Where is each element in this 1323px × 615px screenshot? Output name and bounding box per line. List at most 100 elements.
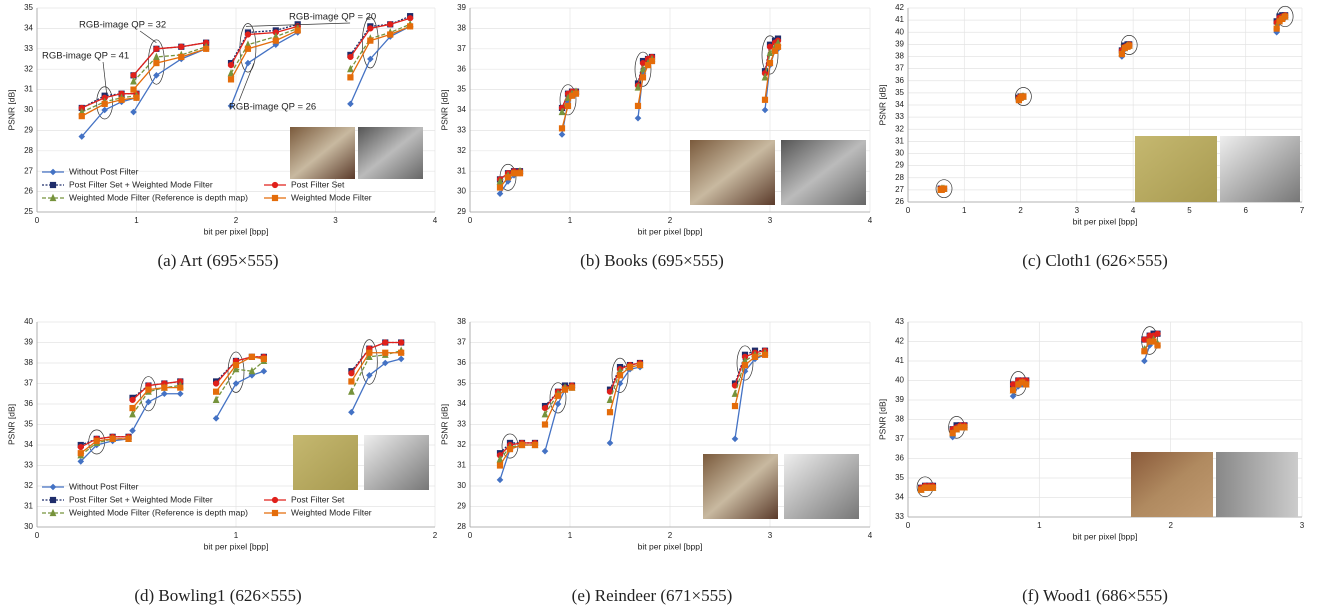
x-tick-label: 0 [906, 206, 911, 215]
marker [639, 74, 647, 81]
y-tick-label: 40 [24, 317, 33, 326]
legend-label: Weighted Mode Filter (Reference is depth… [69, 507, 248, 517]
y-tick-label: 35 [895, 88, 904, 97]
x-tick-label: 2 [234, 216, 239, 225]
legend-marker [271, 181, 279, 189]
marker [381, 359, 389, 367]
highlight-ellipse [761, 35, 779, 75]
x-tick-label: 0 [35, 216, 40, 225]
y-tick-label: 29 [895, 161, 904, 170]
y-tick-label: 41 [895, 356, 904, 365]
legend-marker [49, 483, 57, 491]
y-tick-label: 34 [457, 105, 466, 114]
marker [227, 76, 235, 83]
marker [272, 37, 279, 44]
y-tick-label: 31 [24, 502, 33, 511]
y-tick-label: 34 [895, 100, 904, 109]
chart-panel: 30 31 32 33 34 35 36 37 38 39 40 0 1 2 bit per pixel [… [6, 317, 438, 605]
marker [766, 59, 774, 67]
inset-image [364, 435, 429, 490]
series-line [81, 17, 411, 109]
marker [227, 68, 235, 77]
marker [348, 408, 355, 416]
y-tick-label: 38 [895, 415, 904, 424]
y-axis-label: PSNR [dB] [439, 404, 449, 445]
series-line [81, 25, 411, 137]
marker [398, 339, 405, 346]
marker [272, 41, 280, 49]
marker [109, 435, 116, 442]
marker [153, 52, 160, 61]
y-tick-label: 38 [24, 358, 33, 367]
marker [232, 364, 240, 373]
x-tick-label: 2 [1168, 521, 1173, 530]
y-tick-label: 33 [24, 44, 33, 53]
marker [227, 102, 235, 110]
y-tick-label: 35 [895, 473, 904, 482]
y-tick-label: 29 [457, 207, 466, 216]
x-tick-label: 5 [1187, 206, 1192, 215]
marker [93, 437, 100, 444]
marker [145, 386, 152, 393]
annotation: RGB-image QP = 32 [79, 20, 166, 31]
y-tick-label: 41 [895, 15, 904, 24]
highlight-ellipse [148, 39, 165, 85]
highlight-ellipse [559, 84, 577, 116]
marker [751, 353, 759, 360]
marker [634, 102, 642, 110]
y-tick-label: 30 [457, 481, 466, 490]
marker [161, 384, 168, 391]
marker [1150, 338, 1157, 345]
x-tick-label: 4 [1131, 206, 1136, 215]
marker [1141, 336, 1148, 343]
marker [407, 23, 414, 30]
marker [1023, 381, 1030, 388]
x-axis-label: bit per pixel [bpp] [204, 541, 269, 551]
y-tick-label: 30 [457, 187, 466, 196]
marker [78, 113, 85, 120]
marker [1118, 50, 1125, 58]
caption: (b) Books (695×555) [580, 251, 724, 270]
marker [248, 353, 256, 360]
marker [558, 125, 566, 132]
legend-label: Post Filter Set + Weighted Mode Filter [69, 179, 213, 189]
legend-marker [271, 496, 279, 504]
marker [496, 177, 504, 185]
marker [347, 53, 354, 61]
marker [510, 170, 518, 177]
series-line [80, 358, 402, 462]
legend-label: Post Filter Set [291, 494, 345, 504]
inset-image [784, 454, 859, 519]
marker [397, 355, 405, 363]
y-tick-label: 31 [457, 166, 466, 175]
y-tick-label: 37 [24, 379, 33, 388]
marker [129, 405, 136, 412]
y-tick-label: 34 [24, 24, 33, 33]
marker [347, 64, 354, 73]
caption: (e) Reindeer (671×555) [572, 586, 733, 605]
series-line [80, 352, 402, 454]
x-axis-label: bit per pixel [bpp] [1073, 216, 1138, 226]
caption: (f) Wood1 (686×555) [1022, 586, 1168, 605]
y-tick-label: 40 [895, 376, 904, 385]
y-tick-label: 32 [24, 64, 33, 73]
marker [387, 21, 394, 28]
x-tick-label: 7 [1300, 206, 1305, 215]
x-tick-label: 0 [35, 531, 40, 540]
inset-image [290, 127, 355, 179]
marker [366, 371, 373, 379]
legend-marker [49, 508, 57, 517]
y-tick-label: 29 [24, 126, 33, 135]
marker [101, 106, 108, 114]
y-tick-label: 33 [895, 512, 904, 521]
highlight-ellipse [360, 339, 378, 385]
y-tick-label: 32 [457, 146, 466, 155]
y-tick-label: 33 [457, 420, 466, 429]
marker [244, 31, 252, 38]
y-tick-label: 38 [457, 24, 466, 33]
series-line [499, 354, 766, 466]
marker [496, 184, 504, 191]
y-tick-label: 36 [895, 454, 904, 463]
marker [367, 25, 374, 32]
